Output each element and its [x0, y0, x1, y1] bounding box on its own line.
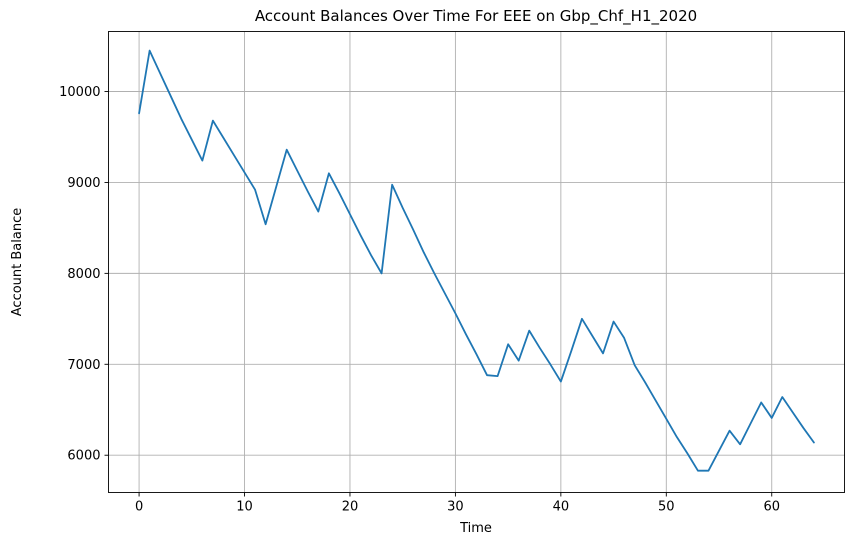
x-axis-label: Time	[459, 521, 492, 536]
x-tick-label: 30	[447, 500, 464, 515]
y-tick-label: 8000	[67, 267, 100, 282]
y-tick-label: 9000	[67, 176, 100, 191]
x-tick-label: 40	[553, 500, 570, 515]
series-layer	[138, 49, 815, 472]
x-tick-label: 60	[763, 500, 780, 515]
account-balance-line	[138, 49, 815, 472]
plot-frame	[108, 31, 845, 493]
y-axis-label: Account Balance	[10, 208, 25, 316]
x-tick-label: 20	[342, 500, 359, 515]
axis-ticks: 0 10 20 30 40 50 60 6000 7000 8000 9000 10000	[59, 85, 780, 514]
x-tick-label: 50	[658, 500, 675, 515]
y-tick-label: 10000	[59, 85, 100, 100]
x-tick-label: 10	[236, 500, 253, 515]
grid	[108, 31, 845, 493]
x-tick-label: 0	[135, 500, 143, 515]
chart-title: Account Balances Over Time For EEE on Gb…	[255, 7, 697, 26]
y-tick-label: 7000	[67, 358, 100, 373]
y-tick-label: 6000	[67, 449, 100, 464]
